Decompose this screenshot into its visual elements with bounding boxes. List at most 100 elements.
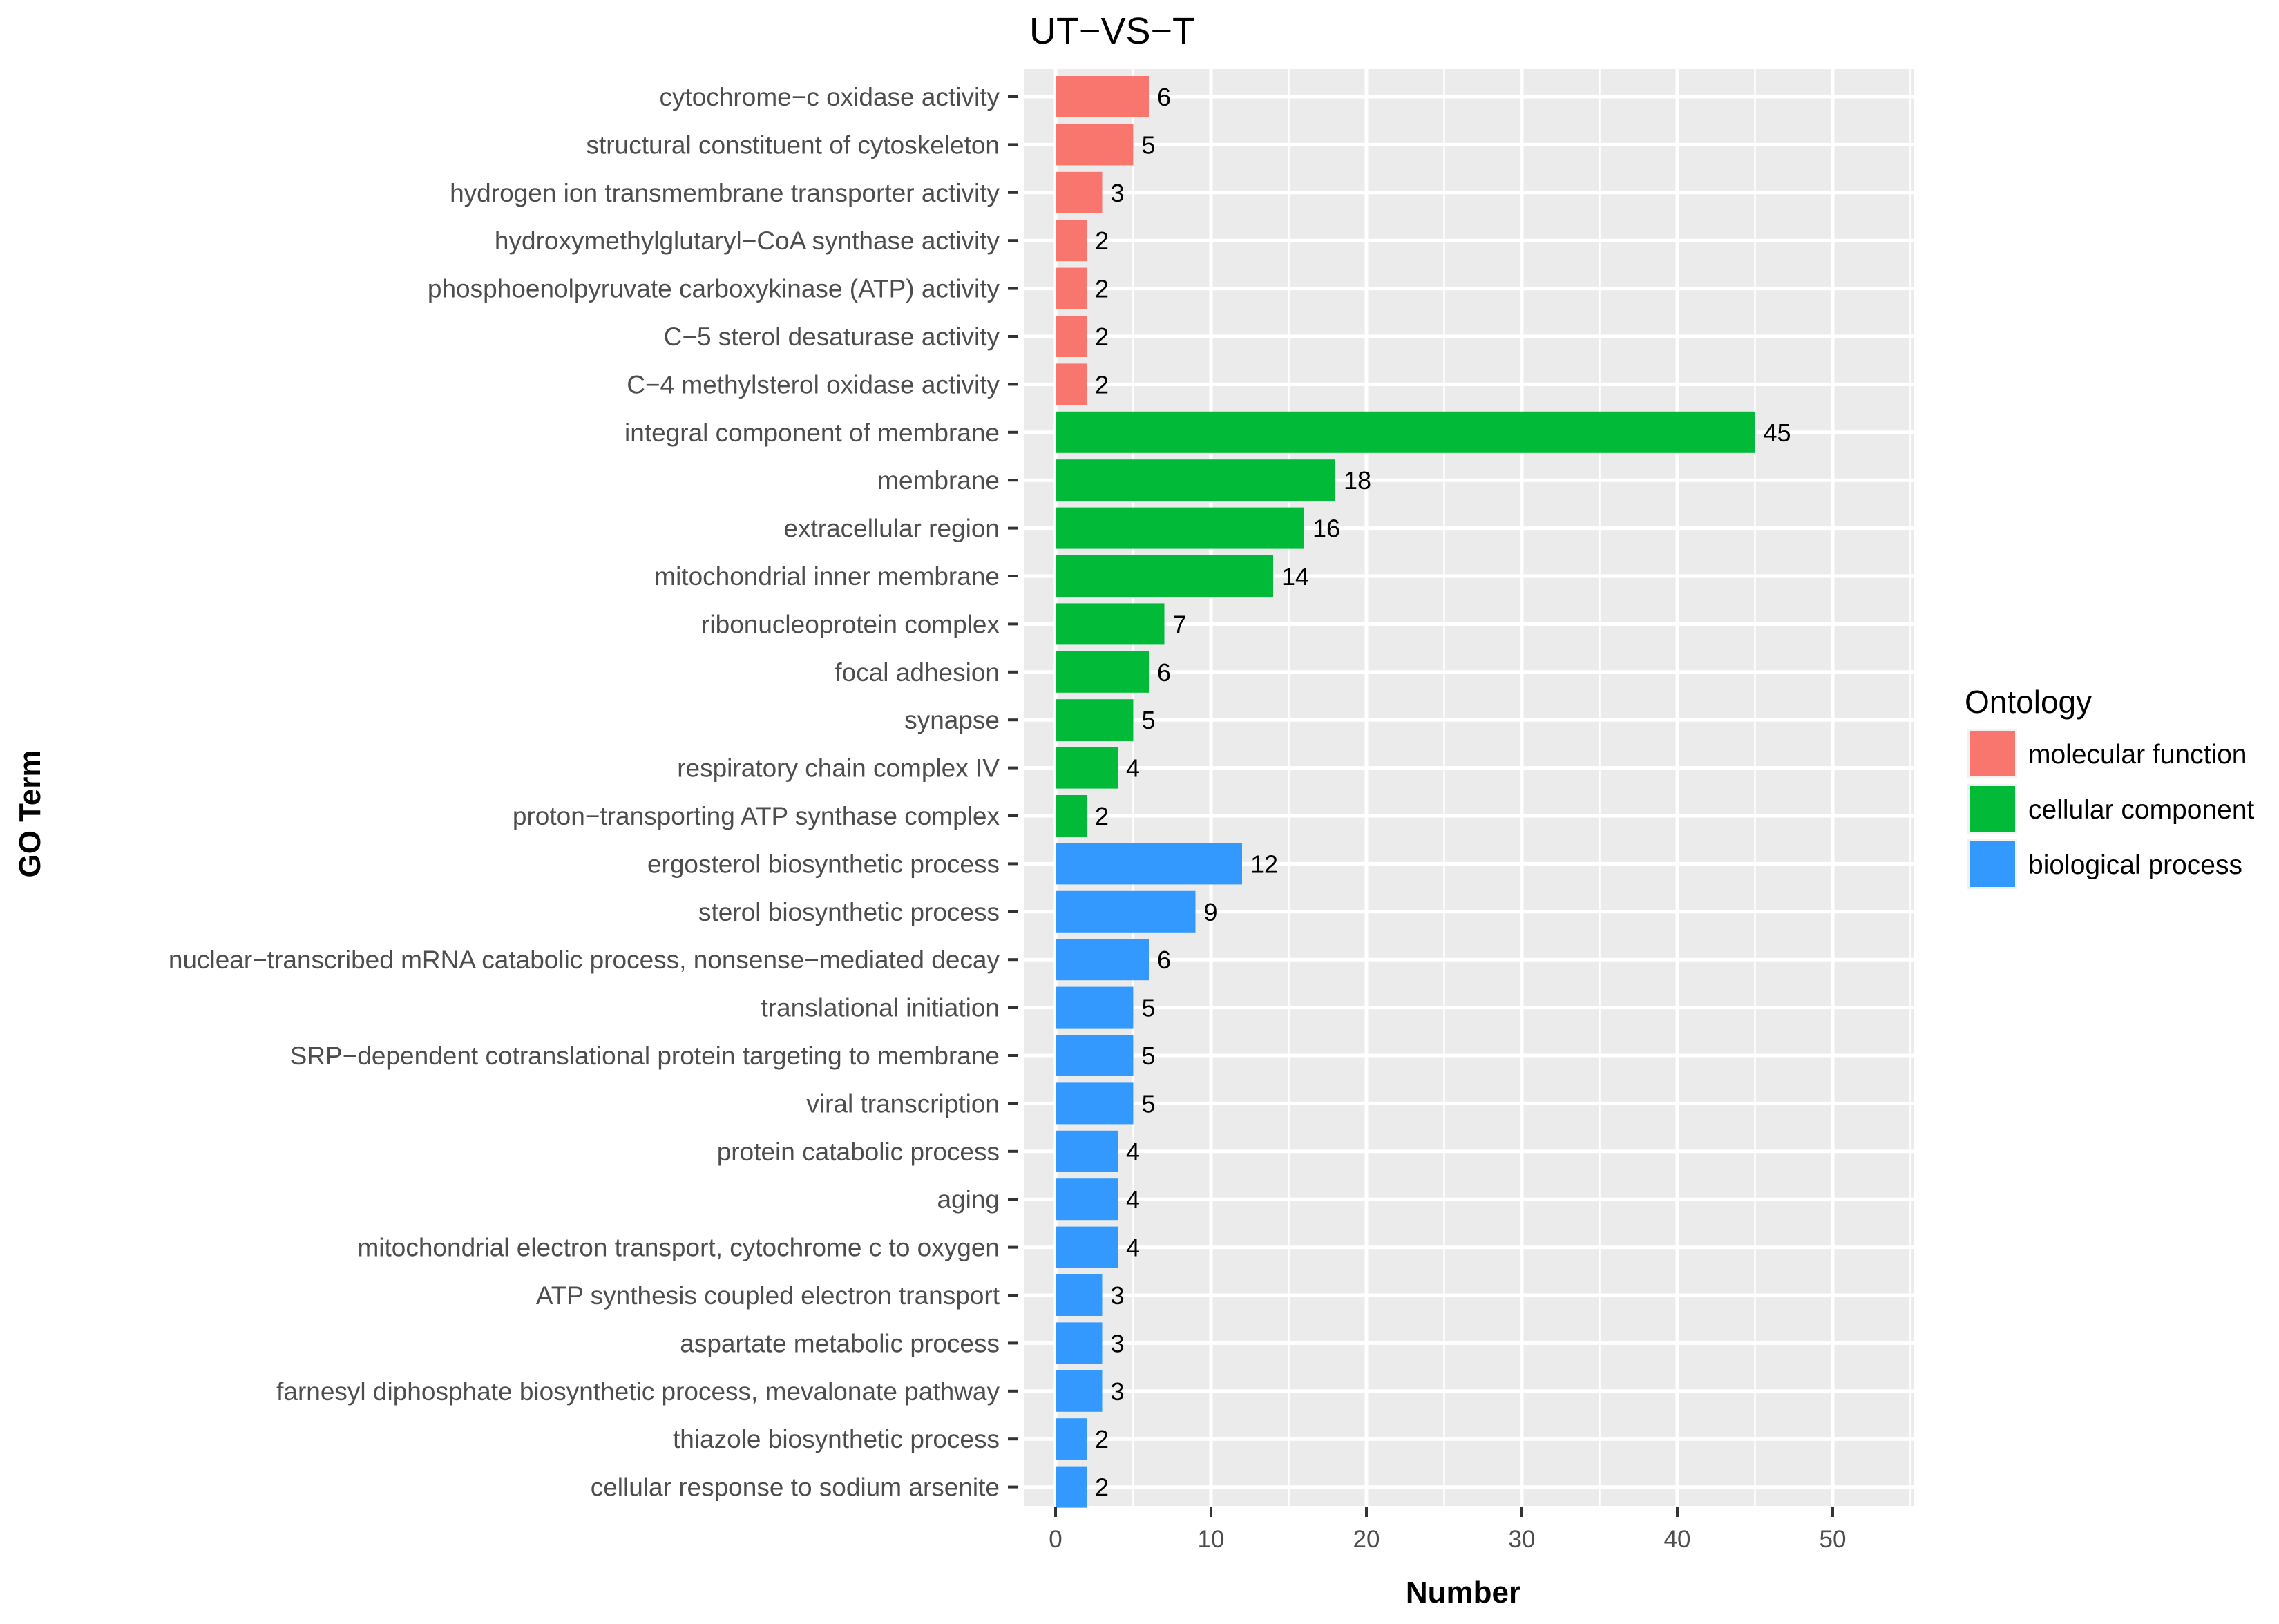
y-axis-label: nuclear−transcribed mRNA catabolic proce… [169,946,1000,974]
x-axis-tick-label: 50 [1820,1526,1847,1553]
bar-value-label: 3 [1111,1281,1125,1310]
y-axis-label: ribonucleoprotein complex [701,610,1000,638]
bar [1056,603,1165,645]
x-axis-tick-label: 10 [1198,1526,1225,1553]
bar [1056,171,1103,213]
bar-value-label: 4 [1126,1185,1140,1214]
x-axis-tick-label: 0 [1049,1526,1062,1553]
bar [1056,76,1149,117]
bars [1056,76,1755,1508]
legend-items: molecular function cellular component biol… [1967,729,2255,889]
bar-value-label: 2 [1095,227,1109,255]
bar-value-label: 3 [1111,179,1125,207]
bar [1056,459,1335,501]
bar-value-label: 3 [1111,1329,1125,1357]
y-axis-label: thiazole biosynthetic process [673,1425,1000,1453]
bar [1056,1418,1087,1460]
y-axis-label: proton−transporting ATP synthase complex [513,802,1000,830]
grid-lines [1024,69,1914,1506]
y-axis-label: cytochrome−c oxidase activity [659,83,1000,111]
y-axis-label: hydrogen ion transmembrane transporter a… [450,179,1000,207]
y-axis-label: hydroxymethylglutaryl−CoA synthase activ… [495,227,1000,255]
bar-value-label: 4 [1126,1138,1140,1166]
bar-value-label: 45 [1764,419,1791,447]
bar [1056,939,1149,981]
bar-value-label: 16 [1313,515,1340,543]
y-axis-label: C−4 methylsterol oxidase activity [627,370,1000,399]
bar-value-label: 9 [1204,898,1218,926]
bar [1056,555,1273,597]
legend-swatch [1970,731,2015,776]
y-axis-label: SRP−dependent cotranslational protein ta… [290,1042,1000,1070]
chart-title: UT−VS−T [1029,10,1195,52]
bar [1056,795,1087,837]
bar [1056,1082,1134,1125]
bar [1056,411,1755,453]
bar [1056,267,1087,309]
y-axis-label: sterol biosynthetic process [698,898,1000,926]
y-axis-label: mitochondrial electron transport, cytoch… [357,1234,1000,1262]
bar-value-label: 7 [1173,610,1187,638]
bar-value-label: 5 [1142,1089,1156,1118]
legend-label: biological process [2028,850,2242,880]
bar-value-label: 2 [1095,275,1109,303]
legend-swatch [1970,786,2015,832]
bar-value-label: 18 [1344,466,1371,495]
y-axis-label: aspartate metabolic process [680,1329,1000,1357]
bar [1056,986,1134,1029]
y-axis-label: focal adhesion [835,658,1000,687]
bar-value-label: 3 [1111,1377,1125,1406]
bar [1056,1226,1118,1268]
bar-value-label: 6 [1157,658,1171,687]
y-axis-label: phosphoenolpyruvate carboxykinase (ATP) … [428,275,1000,303]
legend-swatch [1970,841,2015,887]
bar [1056,1178,1118,1221]
y-axis-label: protein catabolic process [717,1138,1000,1166]
y-axis-label: respiratory chain complex IV [677,754,1000,783]
y-axis-label: extracellular region [783,515,1000,543]
bar [1056,1322,1103,1364]
x-axis-tick-label: 30 [1509,1526,1536,1553]
y-axis-label: cellular response to sodium arsenite [591,1473,1000,1502]
x-axis-tick-label: 40 [1664,1526,1691,1553]
bar [1056,124,1134,166]
bar-value-label: 5 [1142,1042,1156,1070]
y-axis-label: translational initiation [761,994,1000,1022]
bar [1056,1130,1118,1172]
bar-value-label: 6 [1157,83,1171,111]
bar-value-label: 5 [1142,706,1156,734]
bar-value-label: 2 [1095,802,1109,830]
bar-value-label: 14 [1281,562,1309,591]
bar-value-label: 2 [1095,370,1109,399]
bar-value-label: 4 [1126,1234,1140,1262]
x-axis-title: Number [1406,1576,1520,1609]
y-axis-label: ATP synthesis coupled electron transport [536,1281,1000,1310]
bar-value-label: 2 [1095,1425,1109,1453]
legend-label: molecular function [2028,740,2247,770]
bar-value-label: 5 [1142,131,1156,159]
bar-value-label: 4 [1126,754,1140,783]
bar [1056,316,1087,357]
bar [1056,1035,1134,1076]
y-axis-label: viral transcription [806,1089,1000,1118]
bar [1056,1466,1087,1508]
y-axis-label: mitochondrial inner membrane [654,562,1000,591]
legend-title: Ontology [1965,684,2092,720]
y-axis-label: aging [937,1185,1000,1214]
y-axis-title: GO Term [13,749,47,877]
y-axis-label: membrane [877,466,1000,495]
bar [1056,843,1242,885]
legend-label: cellular component [2028,795,2255,825]
bar [1056,507,1304,549]
x-axis-ticks: 0 10 20 30 40 50 [1049,1507,1846,1553]
y-axis-label: integral component of membrane [624,419,1000,447]
y-axis-label: synapse [904,706,1000,734]
bar [1056,1370,1103,1412]
bar-value-label: 12 [1250,850,1278,878]
bar-value-label: 5 [1142,994,1156,1022]
bar-value-label: 6 [1157,946,1171,974]
y-axis-label: ergosterol biosynthetic process [647,850,1000,878]
bar-value-label: 2 [1095,1473,1109,1502]
